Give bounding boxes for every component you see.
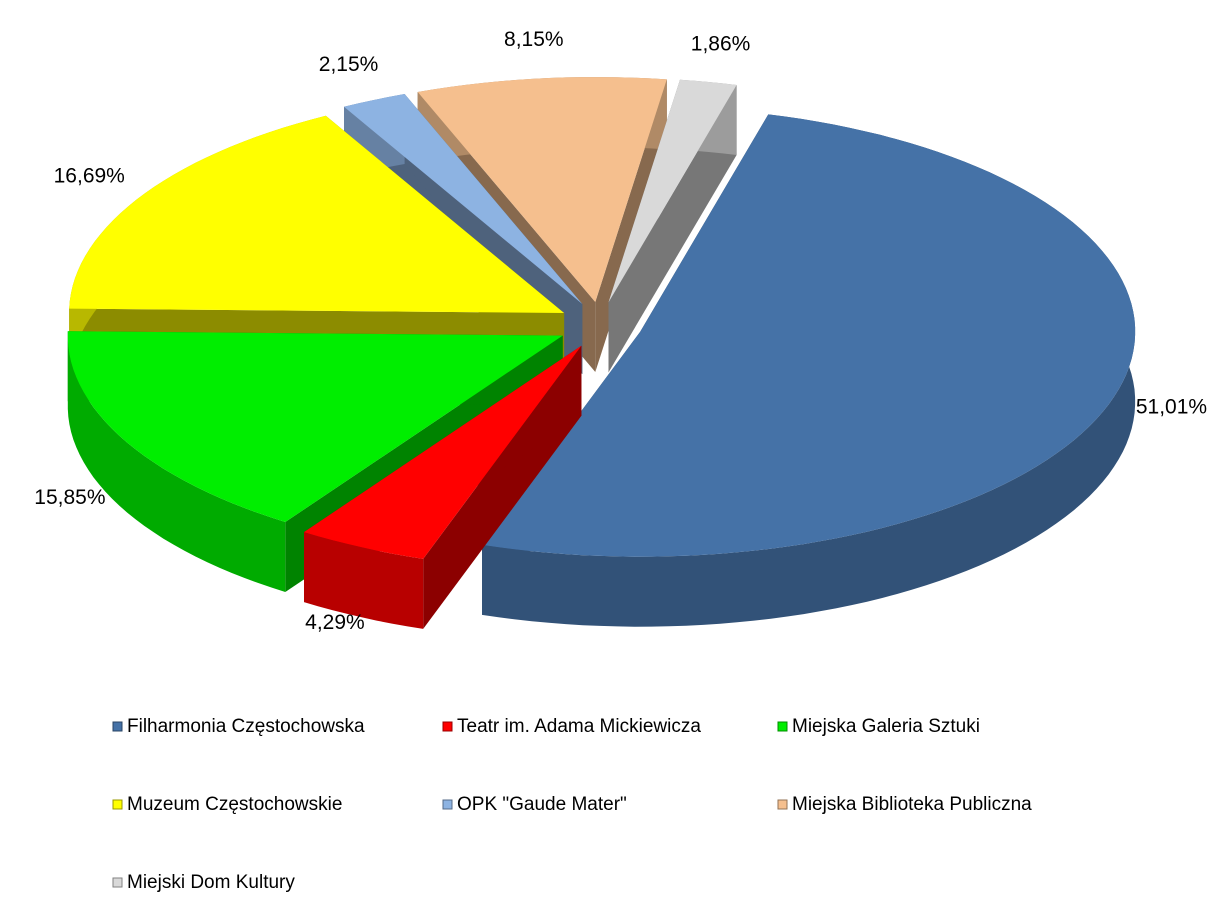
data-label: 16,69% (54, 164, 125, 187)
data-label: 1,86% (691, 32, 751, 55)
legend-marker (442, 799, 453, 810)
legend-marker (112, 721, 123, 732)
slice (344, 94, 583, 304)
slice (482, 114, 1136, 627)
legend-marker (112, 799, 123, 810)
data-label: 2,15% (319, 53, 379, 76)
slice-side (608, 85, 737, 373)
legend-label: OPK "Gaude Mater" (457, 794, 627, 815)
slice (67, 331, 563, 522)
slice (417, 77, 667, 302)
slice (608, 79, 737, 373)
legend-label: Teatr im. Adama Mickiewicza (457, 716, 701, 737)
data-label: 8,15% (504, 28, 564, 51)
slice-side (67, 331, 286, 592)
legend-marker (112, 877, 123, 888)
legend-label: Miejska Biblioteka Publiczna (792, 794, 1032, 815)
data-label: 4,29% (305, 611, 365, 634)
legend-label: Miejski Dom Kultury (127, 872, 295, 893)
legend-marker (777, 721, 788, 732)
slice (304, 345, 582, 559)
legend-marker (777, 799, 788, 810)
legend-label: Muzeum Częstochowskie (127, 794, 342, 815)
slice (304, 345, 582, 629)
slice-side (482, 114, 1136, 627)
legend-marker (442, 721, 453, 732)
data-label: 51,01% (1136, 395, 1207, 418)
legend-label: Filharmonia Częstochowska (127, 716, 365, 737)
slice (69, 115, 565, 313)
slice-side (304, 532, 424, 629)
data-label: 15,85% (34, 486, 105, 509)
slice (482, 114, 1136, 557)
slice (608, 79, 737, 303)
legend-label: Miejska Galeria Sztuki (792, 716, 980, 737)
